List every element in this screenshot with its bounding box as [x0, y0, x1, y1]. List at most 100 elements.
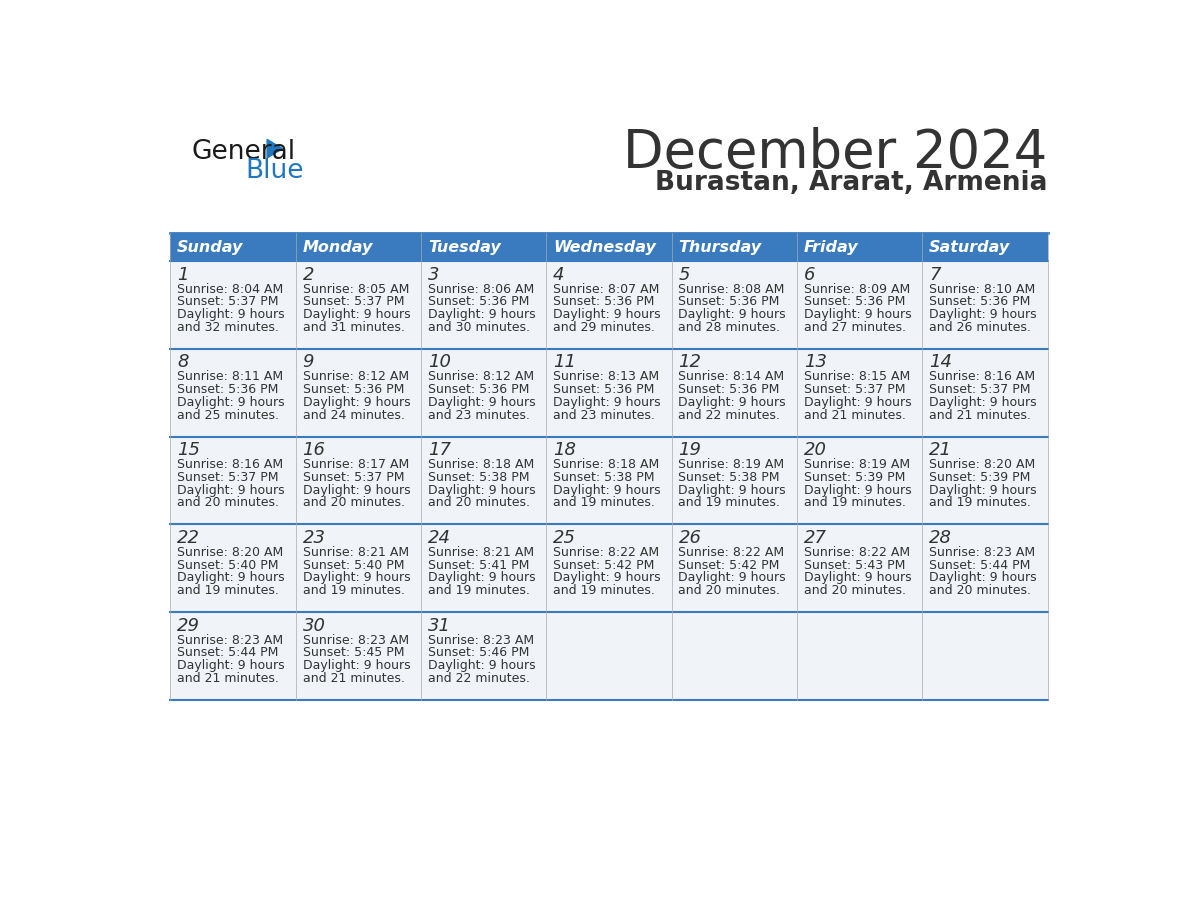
Text: Sunset: 5:39 PM: Sunset: 5:39 PM: [929, 471, 1030, 484]
Text: 18: 18: [554, 442, 576, 459]
Text: Sunset: 5:37 PM: Sunset: 5:37 PM: [804, 383, 905, 397]
Text: Sunset: 5:44 PM: Sunset: 5:44 PM: [929, 559, 1030, 572]
Text: and 19 minutes.: and 19 minutes.: [929, 497, 1031, 509]
Text: and 20 minutes.: and 20 minutes.: [177, 497, 279, 509]
Bar: [671, 612, 797, 700]
Bar: [546, 349, 671, 437]
Text: Sunrise: 8:13 AM: Sunrise: 8:13 AM: [554, 371, 659, 384]
Text: 1: 1: [177, 265, 189, 284]
Bar: [671, 349, 797, 437]
Text: Sunset: 5:37 PM: Sunset: 5:37 PM: [177, 471, 279, 484]
Text: Daylight: 9 hours: Daylight: 9 hours: [804, 484, 911, 497]
Text: 22: 22: [177, 529, 200, 547]
Text: Sunset: 5:36 PM: Sunset: 5:36 PM: [554, 383, 655, 397]
Text: Daylight: 9 hours: Daylight: 9 hours: [804, 308, 911, 321]
Text: Sunset: 5:42 PM: Sunset: 5:42 PM: [554, 559, 655, 572]
Text: and 26 minutes.: and 26 minutes.: [929, 320, 1031, 334]
Bar: [797, 261, 922, 349]
Text: Sunset: 5:36 PM: Sunset: 5:36 PM: [804, 296, 905, 308]
Text: Daylight: 9 hours: Daylight: 9 hours: [929, 308, 1037, 321]
Text: Sunrise: 8:23 AM: Sunrise: 8:23 AM: [177, 633, 283, 647]
Text: Sunrise: 8:19 AM: Sunrise: 8:19 AM: [804, 458, 910, 471]
Text: Daylight: 9 hours: Daylight: 9 hours: [554, 571, 661, 585]
Text: Monday: Monday: [303, 240, 373, 254]
Text: and 24 minutes.: and 24 minutes.: [303, 409, 404, 421]
Text: and 20 minutes.: and 20 minutes.: [678, 584, 781, 597]
Text: Sunset: 5:45 PM: Sunset: 5:45 PM: [303, 646, 404, 659]
Text: and 19 minutes.: and 19 minutes.: [177, 584, 279, 597]
Bar: [170, 349, 296, 437]
Text: Sunset: 5:41 PM: Sunset: 5:41 PM: [428, 559, 529, 572]
Text: Sunset: 5:38 PM: Sunset: 5:38 PM: [554, 471, 655, 484]
Bar: [296, 261, 421, 349]
Text: Sunset: 5:39 PM: Sunset: 5:39 PM: [804, 471, 905, 484]
Text: Sunset: 5:44 PM: Sunset: 5:44 PM: [177, 646, 278, 659]
Bar: [421, 261, 546, 349]
Text: Daylight: 9 hours: Daylight: 9 hours: [678, 396, 786, 409]
Text: Daylight: 9 hours: Daylight: 9 hours: [554, 484, 661, 497]
Text: Blue: Blue: [246, 158, 304, 184]
Bar: [170, 524, 296, 612]
Text: Sunset: 5:36 PM: Sunset: 5:36 PM: [428, 296, 529, 308]
Text: Sunset: 5:40 PM: Sunset: 5:40 PM: [303, 559, 404, 572]
Text: 25: 25: [554, 529, 576, 547]
Bar: [170, 437, 296, 524]
Bar: [170, 233, 296, 261]
Text: Sunset: 5:38 PM: Sunset: 5:38 PM: [678, 471, 781, 484]
Text: Sunrise: 8:11 AM: Sunrise: 8:11 AM: [177, 371, 283, 384]
Text: 28: 28: [929, 529, 952, 547]
Text: 17: 17: [428, 442, 450, 459]
Text: Sunrise: 8:14 AM: Sunrise: 8:14 AM: [678, 371, 784, 384]
Text: Sunrise: 8:12 AM: Sunrise: 8:12 AM: [303, 371, 409, 384]
Text: Sunrise: 8:22 AM: Sunrise: 8:22 AM: [678, 546, 784, 559]
Text: Sunset: 5:36 PM: Sunset: 5:36 PM: [303, 383, 404, 397]
Text: Sunset: 5:43 PM: Sunset: 5:43 PM: [804, 559, 905, 572]
Text: and 19 minutes.: and 19 minutes.: [303, 584, 404, 597]
Bar: [671, 437, 797, 524]
Text: Daylight: 9 hours: Daylight: 9 hours: [428, 659, 536, 672]
Text: Daylight: 9 hours: Daylight: 9 hours: [428, 396, 536, 409]
Text: Sunrise: 8:21 AM: Sunrise: 8:21 AM: [428, 546, 533, 559]
Text: Daylight: 9 hours: Daylight: 9 hours: [177, 484, 285, 497]
Text: Sunrise: 8:08 AM: Sunrise: 8:08 AM: [678, 283, 785, 296]
Text: Daylight: 9 hours: Daylight: 9 hours: [177, 396, 285, 409]
Text: 2: 2: [303, 265, 314, 284]
Bar: [797, 612, 922, 700]
Text: 12: 12: [678, 353, 701, 372]
Text: and 20 minutes.: and 20 minutes.: [428, 497, 530, 509]
Text: and 29 minutes.: and 29 minutes.: [554, 320, 655, 334]
Bar: [546, 437, 671, 524]
Text: Sunrise: 8:23 AM: Sunrise: 8:23 AM: [929, 546, 1035, 559]
Text: Daylight: 9 hours: Daylight: 9 hours: [554, 396, 661, 409]
Text: Daylight: 9 hours: Daylight: 9 hours: [678, 308, 786, 321]
Text: Daylight: 9 hours: Daylight: 9 hours: [929, 396, 1037, 409]
Text: and 22 minutes.: and 22 minutes.: [678, 409, 781, 421]
Bar: [671, 524, 797, 612]
Bar: [922, 524, 1048, 612]
Text: and 27 minutes.: and 27 minutes.: [804, 320, 905, 334]
Text: and 25 minutes.: and 25 minutes.: [177, 409, 279, 421]
Text: Burastan, Ararat, Armenia: Burastan, Ararat, Armenia: [655, 170, 1048, 196]
Text: Daylight: 9 hours: Daylight: 9 hours: [929, 484, 1037, 497]
Text: Sunrise: 8:19 AM: Sunrise: 8:19 AM: [678, 458, 784, 471]
Text: and 20 minutes.: and 20 minutes.: [303, 497, 404, 509]
Text: Daylight: 9 hours: Daylight: 9 hours: [177, 571, 285, 585]
Text: Sunrise: 8:18 AM: Sunrise: 8:18 AM: [428, 458, 535, 471]
Text: Sunrise: 8:16 AM: Sunrise: 8:16 AM: [177, 458, 283, 471]
Bar: [546, 261, 671, 349]
Text: Daylight: 9 hours: Daylight: 9 hours: [303, 659, 410, 672]
Text: and 19 minutes.: and 19 minutes.: [428, 584, 530, 597]
Text: December 2024: December 2024: [624, 127, 1048, 179]
Bar: [421, 524, 546, 612]
Text: Sunrise: 8:22 AM: Sunrise: 8:22 AM: [554, 546, 659, 559]
Text: 16: 16: [303, 442, 326, 459]
Text: Daylight: 9 hours: Daylight: 9 hours: [303, 571, 410, 585]
Text: and 21 minutes.: and 21 minutes.: [303, 672, 404, 685]
Bar: [671, 233, 797, 261]
Text: 3: 3: [428, 265, 440, 284]
Text: and 23 minutes.: and 23 minutes.: [554, 409, 655, 421]
Text: 27: 27: [804, 529, 827, 547]
Text: and 19 minutes.: and 19 minutes.: [804, 497, 905, 509]
Bar: [546, 233, 671, 261]
Text: 9: 9: [303, 353, 314, 372]
